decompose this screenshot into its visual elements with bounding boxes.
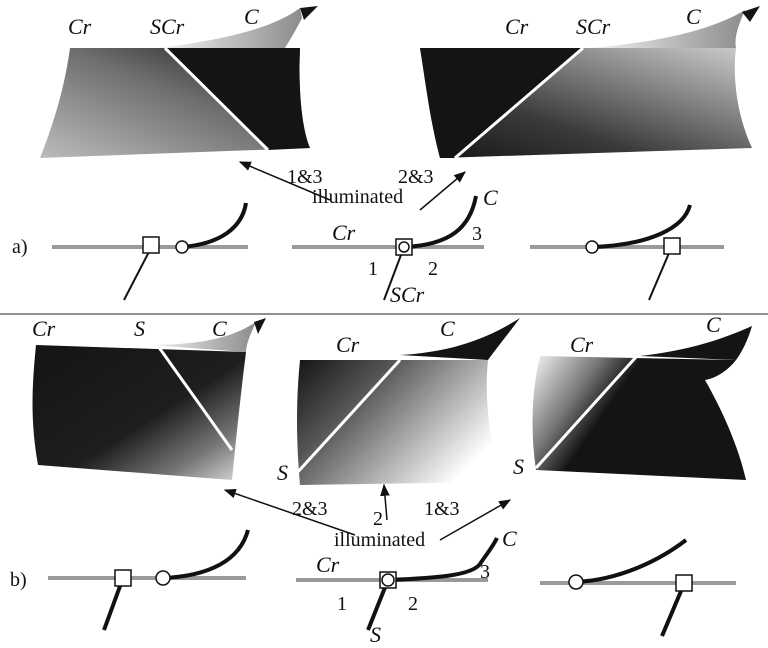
arrow-label-left: 1&3 xyxy=(287,166,323,188)
stem-line xyxy=(660,583,686,637)
arrow-right xyxy=(439,499,512,541)
curl-curve xyxy=(162,529,250,580)
label-s: S xyxy=(134,316,145,341)
circle-marker xyxy=(175,240,189,254)
surface-top-left-curl xyxy=(160,8,302,48)
arrow-label-middle: 2 xyxy=(373,508,383,530)
label-s: S xyxy=(277,460,288,485)
square-marker xyxy=(675,574,693,592)
curl-curve xyxy=(181,202,248,249)
label-scr: SCr xyxy=(150,14,185,39)
stem-line xyxy=(123,245,153,301)
surface-bottom-middle: Cr C S xyxy=(277,316,520,485)
square-marker xyxy=(114,569,132,587)
label-cr: Cr xyxy=(316,552,340,577)
label-s: S xyxy=(513,454,524,479)
schematic-top-left xyxy=(52,202,248,301)
stem-line xyxy=(383,246,405,301)
surface-top-right-tip xyxy=(742,6,760,22)
panel-label-b: b) xyxy=(10,569,27,591)
label-cr: Cr xyxy=(68,14,92,39)
illuminated-label: illuminated xyxy=(312,186,403,208)
surface-bottom-left: Cr S C xyxy=(32,316,266,480)
curl-curve xyxy=(591,204,692,249)
label-cr: Cr xyxy=(336,332,360,357)
bottom-illumination-annotation: 2&3 2 1&3 illuminated xyxy=(223,483,512,551)
curl-curve xyxy=(403,195,478,249)
top-illumination-annotation: 1&3 2&3 illuminated xyxy=(238,161,466,211)
curl-curve xyxy=(387,537,499,582)
region-2: 2 xyxy=(428,258,438,280)
surface-bottom-right-sheet xyxy=(532,356,746,480)
circle-marker xyxy=(585,240,599,254)
region-1: 1 xyxy=(368,258,378,280)
surface-top-right-dark-region xyxy=(420,48,583,158)
surface-bottom-middle-sheet xyxy=(297,360,500,485)
surface-bottom-right-curl xyxy=(640,326,752,360)
arrow-label-right: 2&3 xyxy=(398,166,434,188)
label-cr: Cr xyxy=(332,220,356,245)
surface-top-right-curl xyxy=(590,10,745,48)
arrow-left xyxy=(223,488,356,536)
arrow-label-right: 1&3 xyxy=(424,498,460,520)
arrow-right xyxy=(419,171,466,211)
region-3: 3 xyxy=(480,561,490,583)
schematic-bottom-middle: Cr C S 1 2 3 xyxy=(296,526,517,647)
surface-top-right-crease-line xyxy=(454,46,584,160)
label-c: C xyxy=(212,316,227,341)
surface-bottom-left-sheet xyxy=(32,345,246,480)
schematic-top-middle: Cr C SCr 1 2 3 xyxy=(292,185,498,307)
label-c: C xyxy=(502,526,517,551)
label-c: C xyxy=(706,312,721,337)
surface-top-left-dark-region xyxy=(165,48,310,150)
label-scr: SCr xyxy=(390,282,425,307)
label-s: S xyxy=(370,622,381,647)
schematic-top-right xyxy=(530,204,724,301)
illuminated-label: illuminated xyxy=(334,529,425,551)
label-c: C xyxy=(440,316,455,341)
label-cr: Cr xyxy=(32,316,56,341)
label-c: C xyxy=(244,4,259,29)
arrow-label-left: 2&3 xyxy=(292,498,328,520)
surface-bottom-right-crease-line xyxy=(534,355,638,470)
surface-top-right: Cr SCr C xyxy=(420,4,760,160)
panel-label-a: a) xyxy=(12,236,28,258)
arrow-middle xyxy=(380,483,390,521)
label-scr: SCr xyxy=(576,14,611,39)
arrow-left xyxy=(238,161,331,201)
surface-top-left-tip xyxy=(300,6,318,20)
surface-bottom-left-crease-line xyxy=(156,345,234,451)
schematic-bottom-right xyxy=(540,538,736,637)
surface-top-left-crease-line xyxy=(163,46,270,152)
circle-marker xyxy=(155,570,171,586)
stem-line xyxy=(648,245,673,301)
label-c: C xyxy=(483,185,498,210)
curl-curve xyxy=(575,538,688,584)
label-cr: Cr xyxy=(505,14,529,39)
region-1: 1 xyxy=(337,593,347,615)
region-3: 3 xyxy=(472,223,482,245)
surface-bottom-middle-crease-line xyxy=(294,358,402,476)
surface-top-left: Cr SCr C xyxy=(40,4,318,158)
square-marker xyxy=(142,236,160,254)
region-2: 2 xyxy=(408,593,418,615)
square-marker xyxy=(663,237,681,255)
surface-bottom-left-curl xyxy=(150,322,256,352)
label-c: C xyxy=(686,4,701,29)
surface-bottom-right: Cr C S xyxy=(513,312,752,480)
label-cr: Cr xyxy=(570,332,594,357)
circle-marker xyxy=(381,573,395,587)
circle-marker xyxy=(568,574,584,590)
surface-bottom-left-tip xyxy=(254,318,266,334)
schematic-bottom-left xyxy=(48,529,250,631)
circle-marker xyxy=(398,241,410,253)
surface-bottom-middle-curl xyxy=(400,318,520,360)
